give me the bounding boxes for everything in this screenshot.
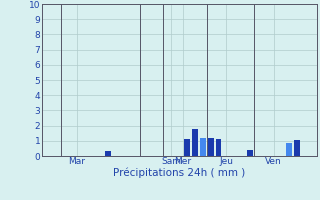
- Bar: [200, 138, 206, 156]
- Bar: [106, 151, 111, 156]
- Bar: [216, 139, 221, 156]
- Bar: [247, 150, 253, 156]
- Bar: [192, 129, 198, 156]
- Bar: [208, 138, 214, 156]
- X-axis label: Précipitations 24h ( mm ): Précipitations 24h ( mm ): [113, 168, 245, 178]
- Bar: [286, 143, 292, 156]
- Bar: [294, 140, 300, 156]
- Bar: [184, 139, 190, 156]
